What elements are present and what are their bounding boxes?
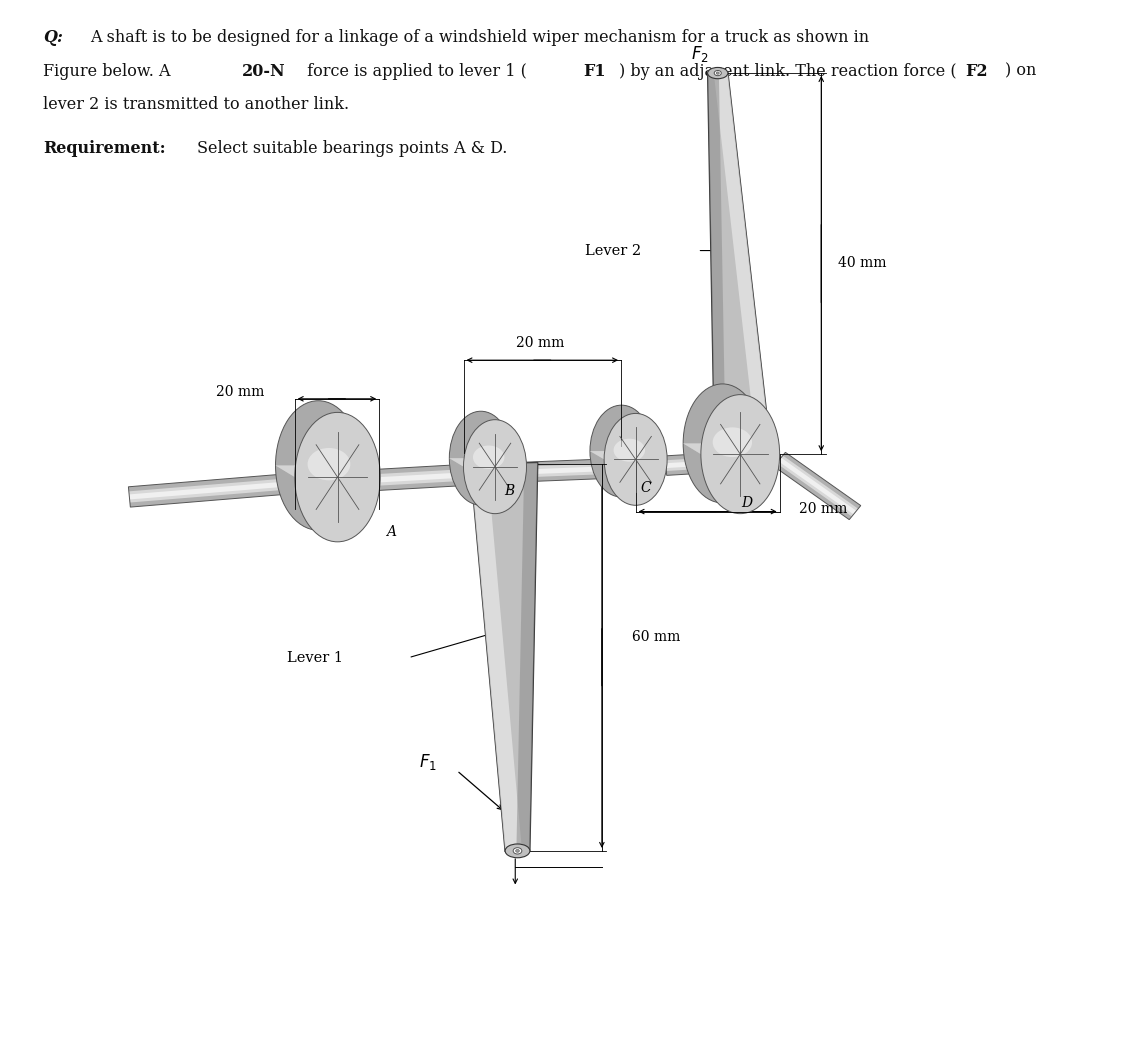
Text: 20 mm: 20 mm <box>515 336 565 350</box>
Text: 40 mm: 40 mm <box>838 256 886 270</box>
Polygon shape <box>449 458 479 467</box>
Text: $F_2$: $F_2$ <box>691 44 709 65</box>
Polygon shape <box>526 464 605 477</box>
Ellipse shape <box>295 412 380 542</box>
Polygon shape <box>276 466 380 477</box>
Polygon shape <box>371 472 463 483</box>
Text: F2: F2 <box>965 63 988 79</box>
Polygon shape <box>470 464 522 851</box>
Text: A: A <box>387 525 396 540</box>
Ellipse shape <box>590 405 652 497</box>
Polygon shape <box>129 481 295 499</box>
Polygon shape <box>526 459 605 481</box>
Ellipse shape <box>513 848 522 854</box>
Ellipse shape <box>307 448 350 480</box>
Polygon shape <box>666 461 701 468</box>
Polygon shape <box>708 72 771 451</box>
Ellipse shape <box>276 401 361 530</box>
Ellipse shape <box>713 427 752 457</box>
Polygon shape <box>449 458 526 467</box>
Ellipse shape <box>701 395 780 514</box>
Ellipse shape <box>505 844 530 858</box>
Ellipse shape <box>708 68 728 78</box>
Text: 60 mm: 60 mm <box>632 630 681 644</box>
Text: Lever 1: Lever 1 <box>287 650 343 665</box>
Text: 20 mm: 20 mm <box>216 384 264 399</box>
Polygon shape <box>714 72 771 448</box>
Polygon shape <box>370 465 465 491</box>
Polygon shape <box>276 466 316 477</box>
Polygon shape <box>774 452 861 520</box>
Text: Lever 2: Lever 2 <box>585 243 641 258</box>
Polygon shape <box>590 451 620 459</box>
Ellipse shape <box>604 413 667 505</box>
Text: 20-N: 20-N <box>242 63 286 79</box>
Text: lever 2 is transmitted to another link.: lever 2 is transmitted to another link. <box>43 96 349 113</box>
Polygon shape <box>683 444 721 454</box>
Polygon shape <box>665 454 702 475</box>
Text: $F_1$: $F_1$ <box>418 752 436 773</box>
Ellipse shape <box>449 411 512 505</box>
Ellipse shape <box>683 384 762 503</box>
Text: A shaft is to be designed for a linkage of a windshield wiper mechanism for a tr: A shaft is to be designed for a linkage … <box>90 29 870 46</box>
Text: C: C <box>640 480 651 495</box>
Text: Requirement:: Requirement: <box>43 140 165 157</box>
Text: ) on: ) on <box>1005 63 1036 79</box>
Polygon shape <box>129 478 295 502</box>
Polygon shape <box>371 469 463 487</box>
Ellipse shape <box>515 850 520 852</box>
Polygon shape <box>683 444 780 454</box>
Polygon shape <box>516 462 538 851</box>
Polygon shape <box>470 462 538 851</box>
Polygon shape <box>776 455 858 517</box>
Polygon shape <box>526 467 605 474</box>
Text: F1: F1 <box>583 63 605 79</box>
Text: Select suitable bearings points A & D.: Select suitable bearings points A & D. <box>197 140 507 157</box>
Text: Q:: Q: <box>43 29 63 46</box>
Ellipse shape <box>717 72 719 74</box>
Ellipse shape <box>613 438 645 461</box>
Text: force is applied to lever 1 (: force is applied to lever 1 ( <box>302 63 526 79</box>
Text: Figure below. A: Figure below. A <box>43 63 176 79</box>
Polygon shape <box>128 473 296 507</box>
Ellipse shape <box>714 71 721 75</box>
Ellipse shape <box>472 446 504 469</box>
Text: 20 mm: 20 mm <box>799 502 847 517</box>
Polygon shape <box>590 451 667 459</box>
Polygon shape <box>708 73 726 451</box>
Polygon shape <box>778 457 856 515</box>
Text: ) by an adjacent link. The reaction force (: ) by an adjacent link. The reaction forc… <box>619 63 956 79</box>
Text: B: B <box>504 483 515 498</box>
Ellipse shape <box>464 420 526 514</box>
Polygon shape <box>666 458 701 471</box>
Text: D: D <box>741 496 753 511</box>
